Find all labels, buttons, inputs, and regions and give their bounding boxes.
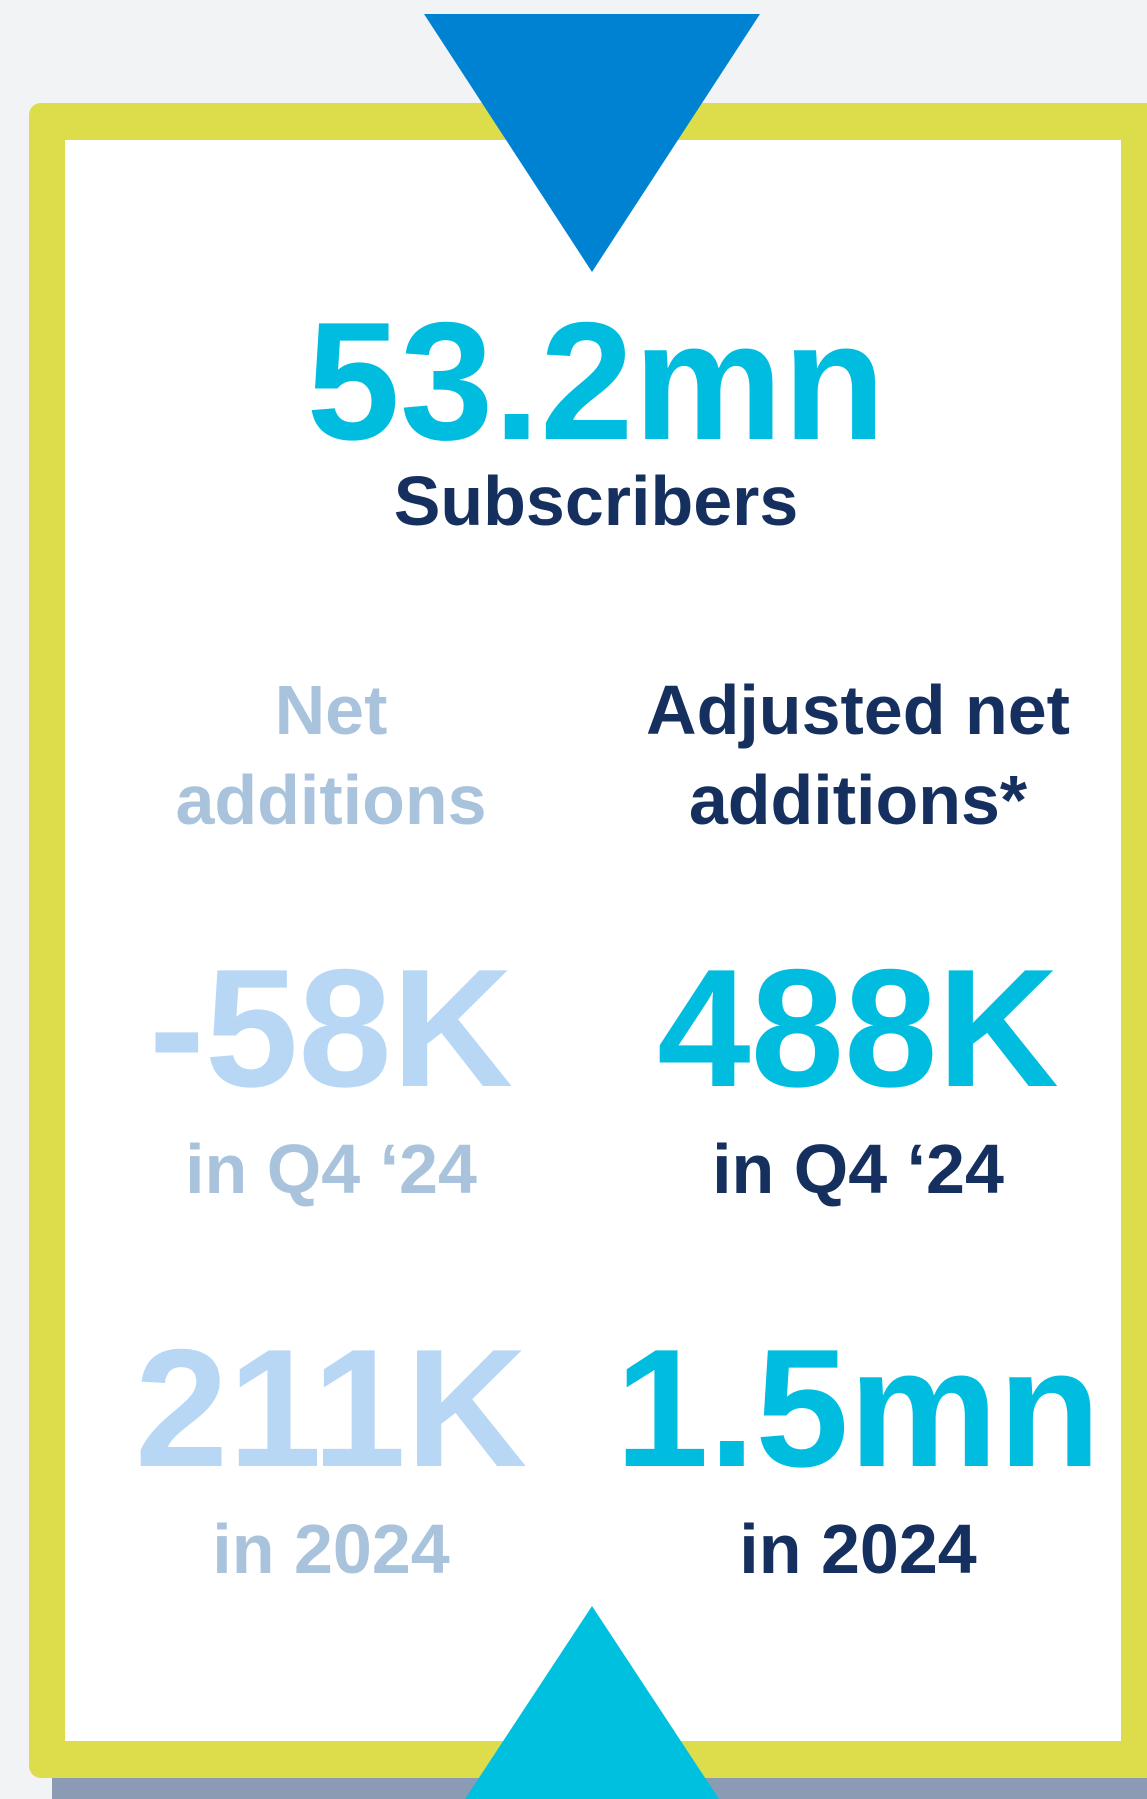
stat-period: in 2024 — [739, 1510, 976, 1588]
top-triangle — [424, 14, 760, 272]
column-heading: Net — [275, 671, 388, 749]
panel — [65, 140, 1121, 1741]
column-heading: Adjusted net — [646, 671, 1070, 749]
stat-period: in Q4 ‘24 — [712, 1130, 1004, 1208]
stat-value: 1.5mn — [615, 1314, 1101, 1502]
stat-value: 488K — [657, 934, 1059, 1122]
stat-value: 211K — [135, 1314, 527, 1502]
column-heading: additions* — [689, 761, 1028, 839]
stat-period: in 2024 — [212, 1510, 449, 1588]
stat-period: in Q4 ‘24 — [185, 1130, 477, 1208]
column-heading: additions — [175, 761, 486, 839]
stat-value: -58K — [149, 934, 513, 1122]
columns: Net additions -58K in Q4 ‘24 211K in 2024 Adju… — [135, 671, 1101, 1588]
headline-value: 53.2mn — [307, 287, 886, 475]
bottom-triangle — [465, 1606, 719, 1799]
headline-label: Subscribers — [394, 462, 799, 540]
